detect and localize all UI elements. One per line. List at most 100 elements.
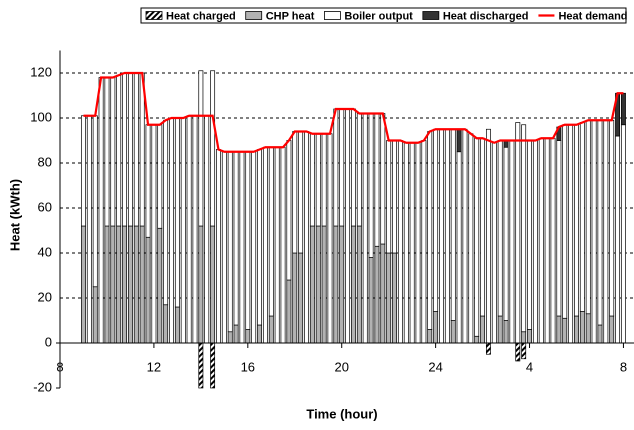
bar-segment (503, 320, 509, 344)
bar-segment (157, 124, 163, 229)
bar-segment (527, 140, 532, 330)
bar-segment (444, 128, 450, 344)
bar-segment (321, 133, 327, 227)
bar-segment (133, 72, 139, 227)
bar-segment (227, 151, 233, 333)
bar-segment (380, 243, 386, 344)
bar-segment (309, 225, 315, 344)
bar-segment (122, 72, 128, 227)
bar-segment (620, 124, 626, 344)
bar-segment (86, 115, 92, 344)
bar-segment (304, 131, 309, 344)
bar-segment (603, 119, 609, 344)
bar-segment (480, 315, 486, 344)
legend-label: Heat charged (166, 10, 236, 22)
bar-segment (139, 225, 145, 344)
bar-segment (174, 117, 180, 308)
bar-segment (251, 151, 257, 344)
bar-segment (268, 146, 274, 317)
bar-segment (597, 324, 603, 344)
bar-segment (92, 115, 98, 288)
bar-segment (174, 306, 180, 344)
bar-segment (468, 133, 474, 344)
bar-segment (427, 131, 433, 330)
x-tick-label: 20 (334, 359, 348, 374)
x-tick-label: 4 (526, 359, 533, 374)
bar-segment (309, 133, 315, 227)
bar-segment (579, 122, 585, 312)
y-tick-label: 20 (38, 289, 52, 304)
bar-segment (104, 77, 110, 227)
bar-segment (339, 108, 345, 227)
legend-swatch (324, 11, 341, 20)
bar-segment (245, 329, 251, 344)
bar-segment (491, 142, 497, 344)
bar-segment (192, 115, 198, 344)
bar-segment (169, 117, 174, 344)
bar-segment (327, 133, 333, 344)
bar-segment (421, 140, 427, 344)
bar-segment (368, 257, 374, 344)
bar-segment (462, 128, 468, 344)
bar-segment (368, 113, 374, 258)
bar-segment (98, 77, 104, 344)
bar-segment (450, 320, 456, 344)
x-axis-title: Time (hour) (306, 406, 377, 421)
bar-segment (591, 119, 597, 344)
bar-segment (433, 311, 439, 344)
bar-segment (127, 225, 133, 344)
bar-segment (515, 122, 521, 344)
bar-segment (386, 252, 392, 344)
legend-swatch (422, 11, 440, 20)
demand-line (83, 71, 624, 153)
bar-segment (562, 317, 568, 344)
bar-segment (556, 315, 562, 344)
bar-segment (122, 225, 128, 344)
x-tick-label: 12 (147, 359, 161, 374)
y-tick-label: 100 (30, 109, 52, 124)
bar-segment (456, 128, 462, 153)
bar-segment (356, 113, 362, 227)
bar-segment (550, 137, 556, 344)
bar-segment (233, 151, 239, 326)
bar-segment (198, 342, 204, 389)
bar-segment (380, 113, 386, 245)
bar-segment (485, 128, 491, 344)
bar-segment (397, 140, 403, 344)
legend-label: CHP heat (266, 10, 315, 22)
bar-segment (474, 137, 480, 337)
bar-segment (333, 225, 339, 344)
bar-segment (509, 140, 515, 344)
bar-segment (433, 128, 439, 312)
bar-segment (110, 225, 116, 344)
x-tick-label: 16 (241, 359, 255, 374)
bar-segment (568, 124, 574, 344)
bar-segment (139, 72, 145, 227)
bar-segment (450, 128, 456, 321)
bar-segment (521, 124, 527, 333)
bar-segment (280, 146, 286, 344)
bar-segment (574, 315, 579, 344)
bar-segment (480, 137, 486, 317)
bar-segment (497, 315, 503, 344)
bar-segment (409, 142, 415, 344)
y-axis-title: Heat (kWth) (7, 179, 22, 251)
bar-segment (233, 324, 239, 344)
legend-label: Heat discharged (443, 10, 529, 22)
bar-segment (544, 137, 550, 344)
bar-segment (532, 140, 538, 344)
legend-label: Heat demand (558, 10, 627, 22)
bar-segment (527, 329, 532, 344)
bar-segment (298, 131, 304, 254)
bar-segment (151, 124, 157, 344)
bar-segment (157, 227, 163, 344)
bar-segment (556, 140, 562, 317)
bar-segment (392, 252, 397, 344)
bar-segment (315, 225, 321, 344)
bar-segment (609, 315, 615, 344)
bar-segment (257, 324, 263, 344)
legend-label: Boiler output (344, 10, 413, 22)
bar-segment (216, 149, 221, 344)
bar-segment (374, 245, 380, 344)
